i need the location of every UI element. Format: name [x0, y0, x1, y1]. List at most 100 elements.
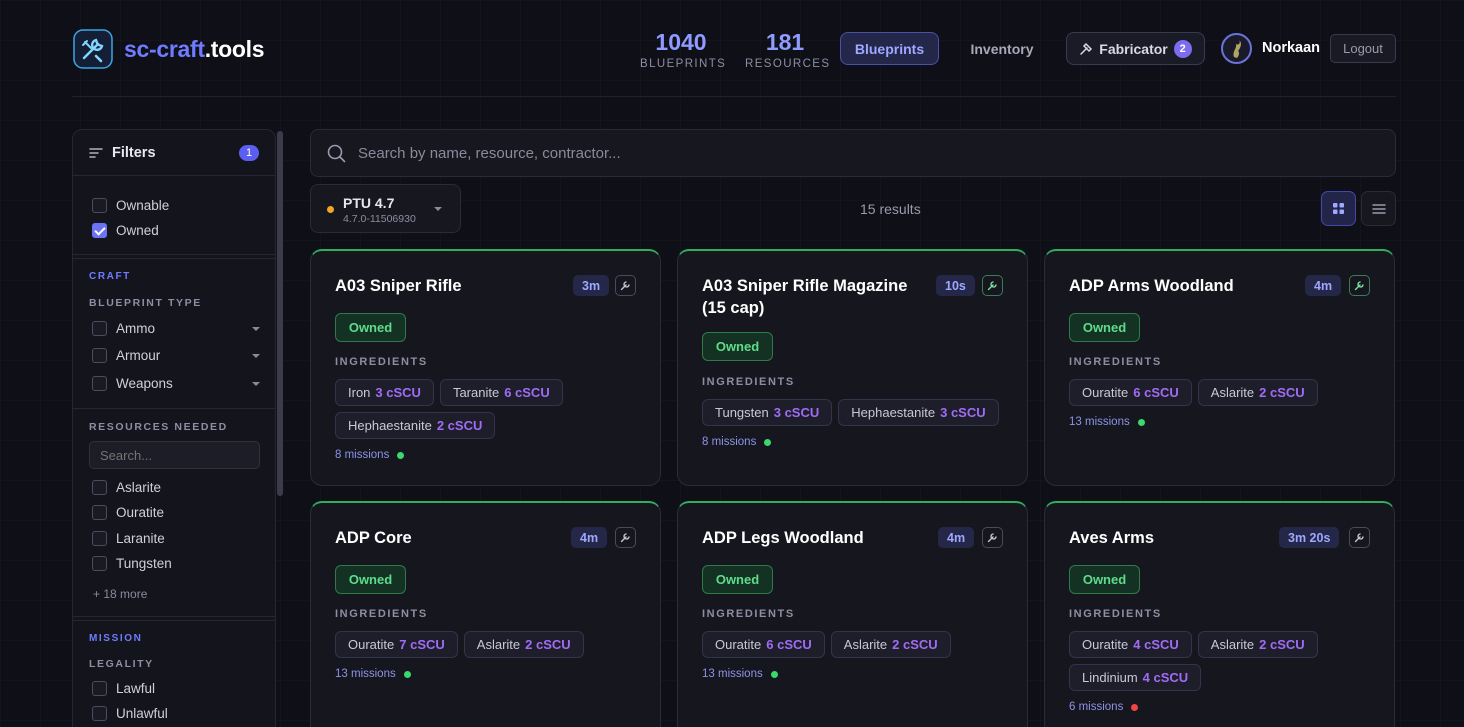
- ingredients-list: Ouratite 7 cSCU Aslarite 2 cSCU: [335, 631, 645, 658]
- checkbox[interactable]: [92, 706, 107, 721]
- mission-status-dot: [764, 438, 772, 446]
- missions-count: 6 missions: [1069, 701, 1124, 713]
- craft-time-badge: 3m 20s: [1279, 527, 1340, 548]
- grid-view-button[interactable]: [1321, 191, 1356, 226]
- resource-search-input[interactable]: [89, 441, 260, 469]
- avatar[interactable]: [1221, 33, 1252, 64]
- ingredient-quantity: 2 cSCU: [892, 637, 938, 652]
- list-view-button[interactable]: [1361, 191, 1396, 226]
- checkbox[interactable]: [92, 556, 107, 571]
- logout-button[interactable]: Logout: [1330, 34, 1396, 63]
- owned-badge: Owned: [702, 565, 773, 594]
- fabricate-button[interactable]: [1349, 275, 1370, 296]
- checkbox-checked[interactable]: [92, 223, 107, 238]
- stat-label: RESOURCES: [745, 58, 831, 70]
- wrench-icon: [620, 281, 630, 291]
- ingredient-quantity: 6 cSCU: [1133, 385, 1179, 400]
- ingredient-chip: Hephaestanite 3 cSCU: [838, 399, 999, 426]
- ingredient-chip: Tungsten 3 cSCU: [702, 399, 833, 426]
- filter-resource-ouratite[interactable]: Ouratite: [92, 505, 260, 520]
- filter-owned[interactable]: Owned: [92, 223, 260, 238]
- card-title: Aves Arms: [1069, 529, 1154, 547]
- ingredients-list: Ouratite 6 cSCU Aslarite 2 cSCU: [702, 631, 1012, 658]
- ingredient-name: Ouratite: [1082, 637, 1129, 652]
- ingredient-chip: Hephaestanite 2 cSCU: [335, 412, 496, 439]
- missions-link[interactable]: 13 missions: [335, 668, 411, 680]
- missions-link[interactable]: 13 missions: [1069, 416, 1145, 428]
- ingredient-name: Tungsten: [715, 405, 769, 420]
- filter-label: Ownable: [116, 198, 170, 213]
- missions-count: 13 missions: [702, 668, 763, 680]
- filter-legality-unlawful[interactable]: Unlawful: [92, 706, 260, 721]
- blueprint-card[interactable]: ADP Legs Woodland 4m Owned INGREDIENTS Ourat…: [677, 501, 1028, 727]
- blueprint-card[interactable]: A03 Sniper Rifle 3m Owned INGREDIENTS Iron 3 …: [310, 249, 661, 486]
- missions-link[interactable]: 6 missions: [1069, 701, 1139, 713]
- missions-link[interactable]: 13 missions: [702, 668, 778, 680]
- logo[interactable]: sc-craft.tools: [72, 28, 265, 70]
- header-divider: [72, 96, 1396, 97]
- filter-type-weapons[interactable]: Weapons: [92, 376, 260, 391]
- nav-inventory[interactable]: Inventory: [970, 40, 1034, 57]
- ingredients-list: Tungsten 3 cSCU Hephaestanite 3 cSCU: [702, 399, 1012, 426]
- search-bar[interactable]: Search by name, resource, contractor...: [310, 129, 1396, 177]
- checkbox[interactable]: [92, 681, 107, 696]
- filter-resource-aslarite[interactable]: Aslarite: [92, 480, 260, 495]
- checkbox[interactable]: [92, 376, 107, 391]
- ingredient-name: Ouratite: [715, 637, 762, 652]
- chevron-down-icon[interactable]: [252, 381, 260, 386]
- mission-status-dot: [403, 670, 411, 678]
- ingredients-list: Ouratite 4 cSCU Aslarite 2 cSCU Lindinium 4 c…: [1069, 631, 1379, 691]
- filter-label: Unlawful: [116, 706, 168, 721]
- ingredient-name: Ouratite: [1082, 385, 1129, 400]
- checkbox[interactable]: [92, 198, 107, 213]
- filter-label: Laranite: [116, 531, 165, 546]
- card-title: ADP Legs Woodland: [702, 529, 864, 547]
- filter-resource-laranite[interactable]: Laranite: [92, 531, 260, 546]
- search-icon: [327, 144, 346, 162]
- ingredient-chip: Ouratite 6 cSCU: [1069, 379, 1192, 406]
- blueprint-card[interactable]: A03 Sniper Rifle Magazine (15 cap) 10s Own…: [677, 249, 1028, 486]
- fabricate-button[interactable]: [982, 275, 1003, 296]
- ingredient-chip: Iron 3 cSCU: [335, 379, 434, 406]
- sidebar-scrollbar[interactable]: [277, 131, 283, 496]
- filter-resource-tungsten[interactable]: Tungsten: [92, 556, 260, 571]
- wrench-icon: [987, 533, 997, 543]
- checkbox[interactable]: [92, 505, 107, 520]
- filters-header[interactable]: Filters 1: [73, 130, 275, 176]
- ingredient-quantity: 6 cSCU: [504, 385, 550, 400]
- chevron-down-icon[interactable]: [252, 326, 260, 331]
- fabricate-button[interactable]: [615, 527, 636, 548]
- checkbox[interactable]: [92, 531, 107, 546]
- checkbox[interactable]: [92, 348, 107, 363]
- filter-type-ammo[interactable]: Ammo: [92, 321, 260, 336]
- filter-ownable[interactable]: Ownable: [92, 198, 260, 213]
- ingredient-name: Lindinium: [1082, 670, 1138, 685]
- card-title: A03 Sniper Rifle: [335, 277, 462, 295]
- blueprint-card[interactable]: ADP Core 4m Owned INGREDIENTS Ouratite 7 cSCU…: [310, 501, 661, 727]
- checkbox[interactable]: [92, 321, 107, 336]
- blueprint-card[interactable]: ADP Arms Woodland 4m Owned INGREDIENTS Ourat…: [1044, 249, 1395, 486]
- ingredients-label: INGREDIENTS: [702, 608, 795, 620]
- ingredient-quantity: 2 cSCU: [1259, 637, 1305, 652]
- craft-time-badge: 10s: [936, 275, 975, 296]
- missions-link[interactable]: 8 missions: [335, 449, 405, 461]
- nav-fabricator[interactable]: Fabricator 2: [1066, 32, 1205, 65]
- chevron-down-icon[interactable]: [252, 353, 260, 358]
- fabricate-button[interactable]: [615, 275, 636, 296]
- ingredient-chip: Aslarite 2 cSCU: [1197, 631, 1318, 658]
- filter-legality-lawful[interactable]: Lawful: [92, 681, 260, 696]
- owned-badge: Owned: [1069, 565, 1140, 594]
- fabricate-button[interactable]: [982, 527, 1003, 548]
- version-select[interactable]: PTU 4.7 4.7.0-11506930: [310, 184, 461, 233]
- filter-type-armour[interactable]: Armour: [92, 348, 260, 363]
- missions-link[interactable]: 8 missions: [702, 436, 772, 448]
- show-more-resources[interactable]: + 18 more: [93, 587, 148, 601]
- nav-blueprints[interactable]: Blueprints: [840, 32, 939, 65]
- ingredient-quantity: 7 cSCU: [399, 637, 445, 652]
- fabricate-button[interactable]: [1349, 527, 1370, 548]
- version-build: 4.7.0-11506930: [343, 213, 416, 225]
- blueprint-card[interactable]: Aves Arms 3m 20s Owned INGREDIENTS Ouratite 4…: [1044, 501, 1395, 727]
- ingredient-quantity: 2 cSCU: [525, 637, 571, 652]
- checkbox[interactable]: [92, 480, 107, 495]
- ingredient-name: Hephaestanite: [348, 418, 432, 433]
